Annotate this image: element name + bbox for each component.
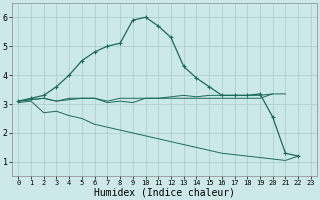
X-axis label: Humidex (Indice chaleur): Humidex (Indice chaleur) (94, 187, 235, 197)
